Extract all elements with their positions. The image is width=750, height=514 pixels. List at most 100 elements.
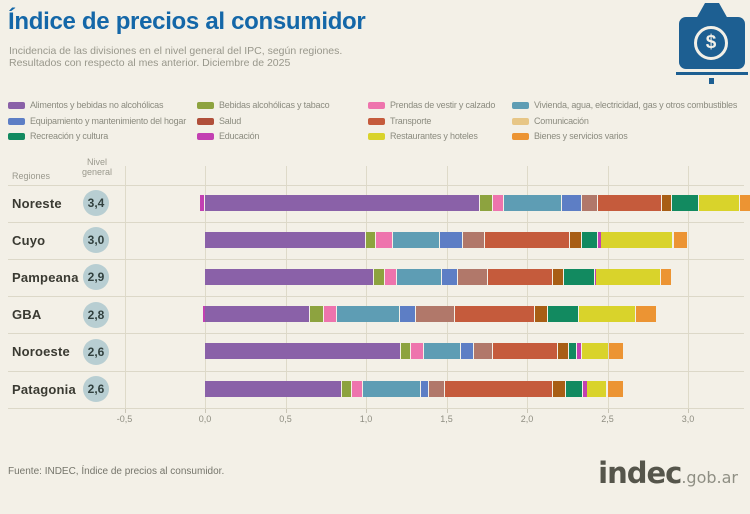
row-separator [8,184,744,186]
bar-segment-vivienda [362,380,420,397]
chart-gridline [205,166,206,408]
bar-segment-bienes [673,231,687,248]
region-label: Pampeana [12,269,79,285]
axis-tick-label: 1,0 [359,414,373,424]
tag-body-shape: $ [679,17,745,69]
bar-segment-salud [473,343,493,360]
row-separator [8,258,744,260]
bar-segment-educacion [583,380,587,397]
legend-label: Transporte [390,115,432,126]
bar-segment-recreacion [547,306,578,323]
bar-segment-salud [457,268,488,285]
bar-segment-bienes [739,194,750,211]
region-label: Noreste [12,195,62,211]
row-separator [8,221,744,223]
bar-segment-comunicacion [662,194,671,211]
nivel-general-badge: 2,8 [83,301,109,328]
bar-segment-salud [462,231,485,248]
axis-tick-label: 2,0 [520,414,534,424]
price-tag-logo: $ [676,2,748,86]
legend-swatch-vivienda [512,102,529,109]
chart-gridline [124,166,126,408]
nivel-general-badge: 2,9 [83,264,109,291]
bar-segment-equipamiento [441,268,457,285]
bar-segment-transporte [597,194,662,211]
bar-segment-prendas [375,231,393,248]
axis-tick [688,407,689,413]
bar-segment-comunicacion [557,343,568,360]
bar-segment-prendas [351,380,362,397]
region-label: Noroeste [12,344,70,360]
bar-segment-salud [428,380,444,397]
axis-tick-label: -0,5 [116,414,133,424]
bar-segment-recreacion [581,231,597,248]
legend-swatch-alimentos [8,102,25,109]
bar-segment-equipamiento [440,231,462,248]
dollar-icon: $ [694,26,728,60]
axis-tick-label: 2,5 [601,414,614,424]
regiones-column-header: Regiones [12,171,51,181]
bar-segment-recreacion [568,343,576,360]
bar-segment-educacion [576,343,581,360]
bar-segment-educacion [200,194,204,211]
nivel-general-badge: 2,6 [83,376,109,402]
chart-gridline [285,166,287,408]
axis-tick [366,407,367,413]
bar-segment-prendas [385,268,396,285]
bar-segment-bienes [607,380,623,397]
legend-swatch-prendas [368,102,385,109]
bar-segment-prendas [411,343,423,360]
region-label: Patagonia [12,381,76,397]
nivel-general-line1: Nivel [86,157,107,167]
legend-label: Bienes y servicios varios [534,131,628,142]
bar-segment-restaurantes [581,343,609,360]
bar-segment-vivienda [504,194,562,211]
bar-segment-alimentos [205,194,480,211]
bar-segment-restaurantes [699,194,739,211]
legend-label: Restaurantes y hoteles [390,131,478,142]
bar-segment-bebidas_alcoholicas [480,194,493,211]
bar-segment-comunicacion [535,306,547,323]
legend-swatch-restaurantes [368,133,385,141]
bar-segment-restaurantes [596,268,660,285]
tag-baseline-shape [676,72,748,75]
subtitle-line1: Incidencia de las divisiones en el nivel… [9,45,343,57]
bar-segment-comunicacion [552,268,564,285]
bar-segment-restaurantes [601,231,673,248]
bar-segment-transporte [493,343,557,360]
region-label: Cuyo [12,232,46,248]
bar-segment-bienes [609,343,623,360]
bar-segment-vivienda [337,306,399,323]
tag-neck-shape [696,3,728,19]
bar-segment-alimentos [205,268,374,285]
bar-segment-restaurantes [586,380,607,397]
legend-label: Vivienda, agua, electricidad, gas y otro… [534,100,738,110]
indec-wordmark: indec [598,456,682,490]
bar-segment-recreacion [671,194,699,211]
bar-segment-bebidas_alcoholicas [341,380,351,397]
indec-domain-suffix: .gob.ar [681,468,738,487]
axis-tick [446,407,448,413]
page-title: Índice de precios al consumidor [8,8,366,35]
legend-label: Educación [219,131,260,142]
bar-segment-vivienda [396,268,441,285]
bar-segment-educacion [203,306,205,323]
legend-swatch-recreacion [8,133,25,141]
legend-label: Recreación y cultura [30,131,109,142]
nivel-general-line2: general [81,167,113,177]
row-separator [8,296,744,298]
bar-segment-transporte [444,380,552,397]
legend-label: Salud [219,115,242,126]
bar-segment-educacion [594,268,597,285]
bar-segment-transporte [485,231,570,248]
row-separator [8,407,744,409]
nivel-general-column-header: Nivel general [70,157,124,177]
region-label: GBA [12,307,42,323]
bar-segment-alimentos [205,231,365,248]
bar-segment-bienes [636,306,657,323]
bar-segment-equipamiento [399,306,415,323]
source-note: Fuente: INDEC, Índice de precios al cons… [8,466,225,477]
legend-label: Prendas de vestir y calzado [390,100,496,110]
tag-stub-shape [709,78,714,84]
bar-segment-transporte [454,306,535,323]
